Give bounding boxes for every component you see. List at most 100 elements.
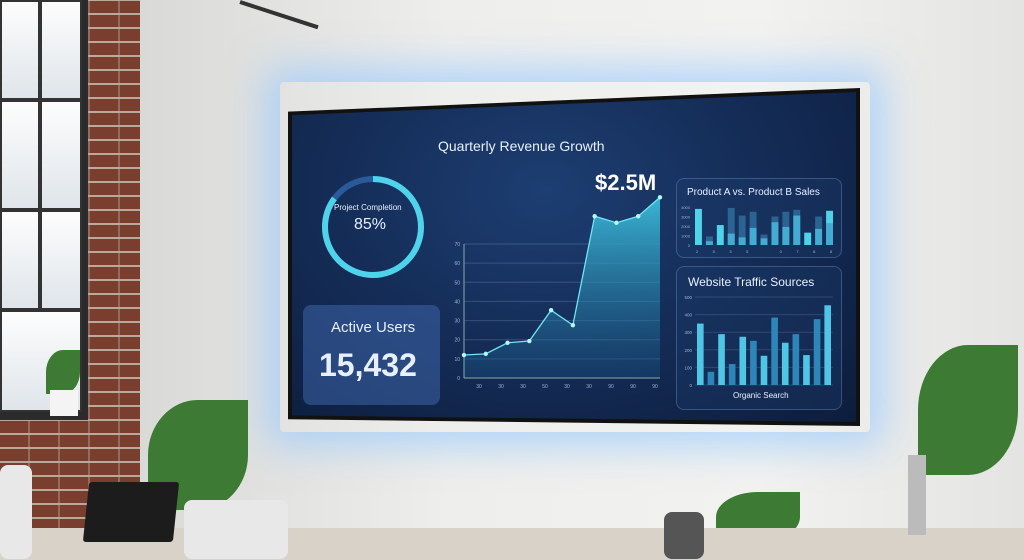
data-point — [592, 214, 597, 219]
laptop — [82, 482, 180, 542]
active-users-label: Active Users — [331, 319, 416, 336]
data-point — [570, 322, 576, 328]
y-tick-label: 60 — [454, 261, 460, 267]
plant-pot — [50, 390, 78, 416]
product-sales-title: Product A vs. Product B Sales — [687, 187, 820, 198]
area-fill — [464, 197, 660, 378]
bar-series-2 — [738, 215, 746, 245]
x-tick-label: 5 — [746, 249, 749, 254]
bar — [781, 342, 789, 385]
y-tick-label: 70 — [454, 242, 460, 248]
data-point — [461, 352, 467, 358]
traffic-chart: 0 100 200 300 400 500 — [684, 295, 833, 388]
bar — [824, 305, 831, 385]
y-tick-label: 0 — [688, 243, 691, 248]
y-tick-label: 400 — [684, 313, 692, 318]
plant-right — [918, 345, 1018, 475]
project-completion-donut — [322, 176, 424, 278]
x-tick-label: 30 — [586, 384, 592, 390]
y-tick-label: 0 — [457, 376, 460, 382]
x-tick-label: 50 — [542, 384, 548, 390]
x-tick-label: 30 — [498, 384, 504, 390]
y-tick-label: 500 — [684, 295, 692, 300]
y-tick-label: 0 — [689, 383, 692, 388]
data-point — [614, 220, 619, 225]
bar-series-2 — [760, 234, 768, 245]
x-tick-label: 8 — [830, 249, 833, 254]
y-tick-label: 20 — [454, 338, 460, 344]
dashboard-title: Quarterly Revenue Growth — [438, 138, 605, 154]
data-point — [657, 195, 663, 200]
bar-series-2 — [815, 216, 823, 245]
plant-window — [46, 350, 80, 394]
x-tick-label: 2 — [696, 249, 699, 254]
bar-series-2 — [782, 211, 790, 245]
series-line — [463, 196, 661, 356]
data-point — [483, 351, 488, 357]
y-tick-label: 2000 — [681, 224, 691, 229]
data-point — [636, 214, 641, 219]
product-sales-chart: 0 1000 2000 3000 4000 2 5 3 5 0 7 8 8 — [681, 205, 833, 254]
data-point — [505, 340, 510, 345]
x-tick-label: 90 — [630, 384, 636, 390]
product-sales-panel: Product A vs. Product B Sales 0 1000 2000 3… — [676, 178, 842, 258]
y-tick-label: 200 — [684, 348, 692, 353]
window — [0, 0, 88, 420]
bar — [707, 371, 715, 385]
bar-series-1 — [695, 208, 702, 245]
bar — [697, 323, 704, 385]
x-tick-label: 8 — [813, 249, 816, 254]
y-tick-label: 30 — [454, 319, 460, 325]
bar — [718, 334, 725, 385]
bar — [803, 355, 810, 385]
y-tick-label: 50 — [454, 280, 460, 286]
dashboard: Quarterly Revenue Growth Project Complet… — [292, 92, 856, 422]
bar-series-2 — [793, 209, 801, 245]
x-tick-label: 7 — [796, 249, 799, 254]
x-tick-label: 30 — [476, 384, 482, 390]
project-completion-label: Project Completion — [334, 203, 402, 212]
y-tick-label: 40 — [454, 299, 460, 305]
x-tick-label: 90 — [652, 384, 658, 390]
bar-series-1 — [804, 232, 812, 245]
bar-series-2 — [705, 236, 713, 245]
traffic-title: Website Traffic Sources — [688, 275, 815, 289]
x-tick-label: 30 — [564, 384, 570, 390]
x-tick-label: 0 — [780, 249, 783, 254]
chair — [0, 465, 32, 559]
y-tick-label: 1000 — [681, 234, 691, 239]
chair-dark — [664, 512, 704, 559]
active-users-card: Active Users 15,432 — [303, 305, 440, 405]
y-tick-label: 3000 — [681, 215, 691, 220]
data-point — [548, 308, 554, 313]
donut-progress-arc — [322, 176, 424, 278]
project-completion-value: 85% — [354, 216, 387, 233]
traffic-xlabel: Organic Search — [733, 391, 789, 400]
y-tick-label: 10 — [454, 357, 460, 363]
wall-display: Quarterly Revenue Growth Project Complet… — [288, 88, 860, 426]
bar-series-2 — [727, 207, 735, 245]
bar-series-2 — [771, 216, 779, 245]
bar-series-1 — [716, 225, 724, 245]
bar-series-2 — [826, 223, 833, 245]
monitor — [908, 455, 926, 535]
revenue-area-chart: 0 10 20 30 40 50 60 70 30 30 30 50 30 30 90 90 90 — [454, 195, 663, 390]
y-tick-label: 4000 — [681, 205, 691, 210]
bar — [760, 355, 768, 385]
revenue-value: $2.5M — [595, 170, 657, 195]
data-point — [527, 338, 532, 344]
x-tick-label: 90 — [608, 384, 614, 390]
bar — [728, 364, 736, 385]
bar — [813, 319, 821, 385]
x-tick-label: 5 — [713, 249, 716, 254]
traffic-panel: Website Traffic Sources 0 100 200 300 400 500… — [676, 266, 842, 410]
bar — [750, 340, 757, 385]
y-tick-label: 100 — [684, 365, 692, 370]
bar — [771, 317, 778, 385]
bar-series-2 — [749, 211, 757, 245]
x-tick-label: 3 — [729, 249, 732, 254]
y-tick-label: 300 — [684, 330, 692, 335]
chair — [184, 500, 288, 559]
x-tick-label: 30 — [520, 384, 526, 390]
bar — [739, 336, 747, 385]
